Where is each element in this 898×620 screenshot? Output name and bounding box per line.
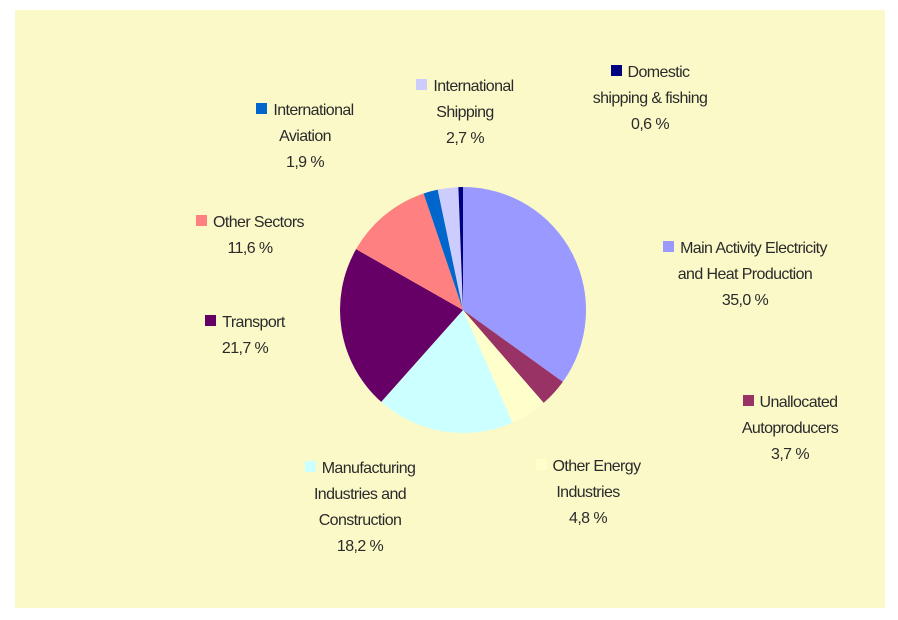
category-name: Other Sectors bbox=[213, 214, 305, 231]
slice-label: International Shipping 2,7 % bbox=[395, 74, 535, 152]
pie-slice bbox=[423, 189, 463, 310]
category-name: International Shipping bbox=[433, 78, 514, 121]
category-name: Transport bbox=[222, 314, 285, 331]
pie-slice bbox=[356, 193, 463, 310]
legend-entry: International Aviation bbox=[230, 98, 380, 150]
value-label: 2,7 % bbox=[446, 130, 485, 147]
legend-entry: Other Energy Industries bbox=[523, 454, 653, 506]
legend-swatch bbox=[196, 215, 208, 226]
legend-swatch bbox=[535, 459, 547, 470]
legend-swatch bbox=[416, 79, 428, 90]
category-name: Unallocated Autoproducers bbox=[741, 394, 839, 437]
value-label: 11,6 % bbox=[227, 240, 273, 257]
slice-label: Domestic shipping & fishing 0,6 % bbox=[585, 60, 715, 138]
pie-slice bbox=[458, 187, 463, 310]
legend-entry: Unallocated Autoproducers bbox=[715, 390, 865, 442]
slice-label: Transport 21,7 % bbox=[185, 310, 305, 362]
category-name: Main Activity Electricity and Heat Produ… bbox=[677, 240, 828, 283]
category-name: Manufacturing Industries and Constructio… bbox=[313, 460, 416, 529]
value-label: 35,0 % bbox=[721, 292, 769, 309]
legend-swatch bbox=[663, 241, 675, 252]
slice-label: Unallocated Autoproducers 3,7 % bbox=[715, 390, 865, 468]
value-label: 0,6 % bbox=[631, 116, 670, 133]
slice-label: International Aviation 1,9 % bbox=[230, 98, 380, 176]
pie-slice bbox=[381, 310, 513, 433]
legend-swatch bbox=[205, 315, 217, 326]
legend-entry: Main Activity Electricity and Heat Produ… bbox=[660, 236, 830, 288]
pie-slice bbox=[437, 187, 463, 310]
category-name: International Aviation bbox=[273, 102, 354, 145]
legend-swatch bbox=[610, 65, 622, 76]
legend-swatch bbox=[304, 461, 316, 472]
slice-label: Other Energy Industries 4,8 % bbox=[523, 454, 653, 532]
legend-entry: Manufacturing Industries and Constructio… bbox=[275, 456, 445, 534]
pie-slice bbox=[463, 310, 544, 423]
legend-entry: International Shipping bbox=[395, 74, 535, 126]
pie-slice bbox=[463, 187, 587, 382]
value-label: 21,7 % bbox=[221, 340, 269, 357]
value-label: 3,7 % bbox=[771, 446, 810, 463]
value-label: 4,8 % bbox=[569, 510, 608, 527]
pie-slice bbox=[340, 249, 463, 402]
legend-entry: Domestic shipping & fishing bbox=[585, 60, 715, 112]
slice-label: Other Sectors 11,6 % bbox=[170, 210, 330, 262]
legend-entry: Other Sectors bbox=[170, 210, 330, 236]
legend-swatch bbox=[742, 395, 754, 406]
slice-label: Main Activity Electricity and Heat Produ… bbox=[660, 236, 830, 314]
slice-label: Manufacturing Industries and Constructio… bbox=[275, 456, 445, 560]
legend-swatch bbox=[256, 103, 268, 114]
value-label: 18,2 % bbox=[336, 538, 384, 555]
pie-slice bbox=[463, 310, 563, 403]
category-name: Domestic shipping & fishing bbox=[592, 64, 708, 107]
legend-entry: Transport bbox=[185, 310, 305, 336]
category-name: Other Energy Industries bbox=[552, 458, 642, 501]
value-label: 1,9 % bbox=[286, 154, 325, 171]
